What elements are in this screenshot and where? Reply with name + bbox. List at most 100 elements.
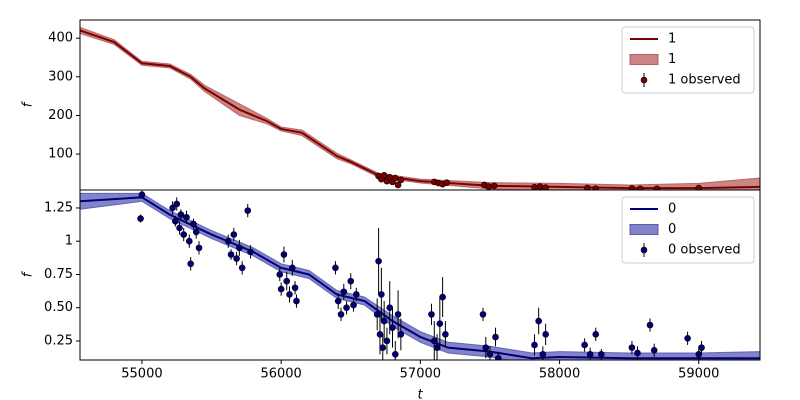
x-axis-label: t <box>417 388 423 400</box>
observed-point <box>695 350 703 358</box>
observed-point <box>276 271 284 278</box>
observed-point <box>337 311 345 318</box>
observed-point <box>636 185 644 190</box>
observed-point <box>286 291 293 298</box>
observed-point <box>433 344 441 351</box>
y-tick-label: 0.50 <box>44 300 73 315</box>
legend-marker <box>640 76 648 84</box>
observed-point <box>650 346 658 354</box>
observed-point <box>442 331 449 338</box>
observed-point <box>173 200 181 208</box>
plot-area <box>80 26 760 190</box>
observed-point <box>394 181 402 189</box>
observed-point <box>238 264 246 272</box>
observed-point <box>397 176 405 184</box>
observed-point <box>176 224 183 232</box>
x-tick-label: 57000 <box>400 367 441 382</box>
observed-point <box>542 331 549 338</box>
observed-point <box>586 350 594 358</box>
observed-point <box>479 311 487 318</box>
observed-point <box>332 264 339 272</box>
observed-point <box>535 317 542 325</box>
observed-point <box>482 344 490 351</box>
observed-point <box>373 311 381 318</box>
legend-label: 1 <box>668 32 676 47</box>
observed-point <box>539 350 547 358</box>
observed-point <box>291 284 299 292</box>
observed-point <box>439 293 446 301</box>
observed-point <box>486 350 494 358</box>
observed-point <box>490 182 498 190</box>
mean-line <box>80 196 760 360</box>
observed-point <box>653 185 661 190</box>
observed-point <box>340 288 348 296</box>
observed-point <box>380 172 388 179</box>
observed-point <box>443 179 451 186</box>
y-axis-label: f <box>21 100 36 107</box>
plot-area <box>80 190 760 360</box>
observed-point <box>379 344 387 351</box>
observed-point <box>180 231 188 238</box>
observed-point <box>598 350 605 358</box>
x-tick-label: 55000 <box>121 367 162 382</box>
observed-point <box>531 341 538 349</box>
legend-marker <box>640 246 648 254</box>
observed-point <box>138 191 146 198</box>
observed-point <box>378 291 385 298</box>
observed-point <box>172 217 179 225</box>
y-tick-label: 300 <box>48 69 73 84</box>
observed-point <box>592 331 600 338</box>
legend-label: 0 <box>668 222 676 237</box>
y-tick-label: 400 <box>48 31 73 46</box>
observed-point <box>195 244 203 252</box>
legend-box <box>621 196 755 264</box>
confidence-band <box>80 26 760 190</box>
observed-point <box>698 344 705 351</box>
observed-point <box>187 260 194 268</box>
observed-point <box>628 344 636 351</box>
legend-patch <box>629 224 659 235</box>
observed-point <box>236 244 243 252</box>
legend-label: 1 <box>668 52 676 67</box>
observed-point <box>628 185 636 190</box>
observed-point <box>277 285 285 293</box>
observed-point <box>383 337 391 345</box>
observed-point <box>183 213 190 221</box>
observed-point <box>192 228 200 236</box>
observed-point <box>386 304 394 312</box>
observed-point <box>334 297 342 305</box>
observed-point <box>492 333 499 341</box>
observed-point <box>581 341 588 349</box>
observed-point <box>230 231 238 238</box>
observed-point <box>436 320 444 327</box>
x-tick-label: 58000 <box>539 367 580 382</box>
observed-point <box>169 204 176 212</box>
observed-point <box>293 297 300 305</box>
x-tick-label: 59000 <box>678 367 719 382</box>
mean-line <box>80 29 760 190</box>
observed-point <box>389 324 396 331</box>
observed-point <box>428 311 435 318</box>
observed-point <box>353 291 360 298</box>
observed-point <box>397 331 405 338</box>
observed-point <box>347 277 355 285</box>
observed-point <box>343 304 350 312</box>
observed-point <box>394 311 402 318</box>
y-tick-label: 1.25 <box>44 200 73 215</box>
y-tick-label: 0.75 <box>44 267 73 282</box>
legend-label: 0 observed <box>668 243 741 258</box>
legend-patch <box>629 54 659 65</box>
legend-label: 0 <box>668 202 676 217</box>
observed-point <box>391 350 399 358</box>
observed-point <box>190 220 197 228</box>
observed-point <box>375 257 382 265</box>
observed-point <box>350 301 357 309</box>
y-axis-label: f <box>21 270 36 277</box>
legend-box <box>621 26 755 94</box>
observed-point <box>536 183 544 190</box>
observed-point <box>177 211 185 218</box>
observed-point <box>695 184 703 190</box>
observed-point <box>137 215 144 222</box>
observed-point <box>283 277 291 285</box>
observed-point <box>646 321 654 329</box>
